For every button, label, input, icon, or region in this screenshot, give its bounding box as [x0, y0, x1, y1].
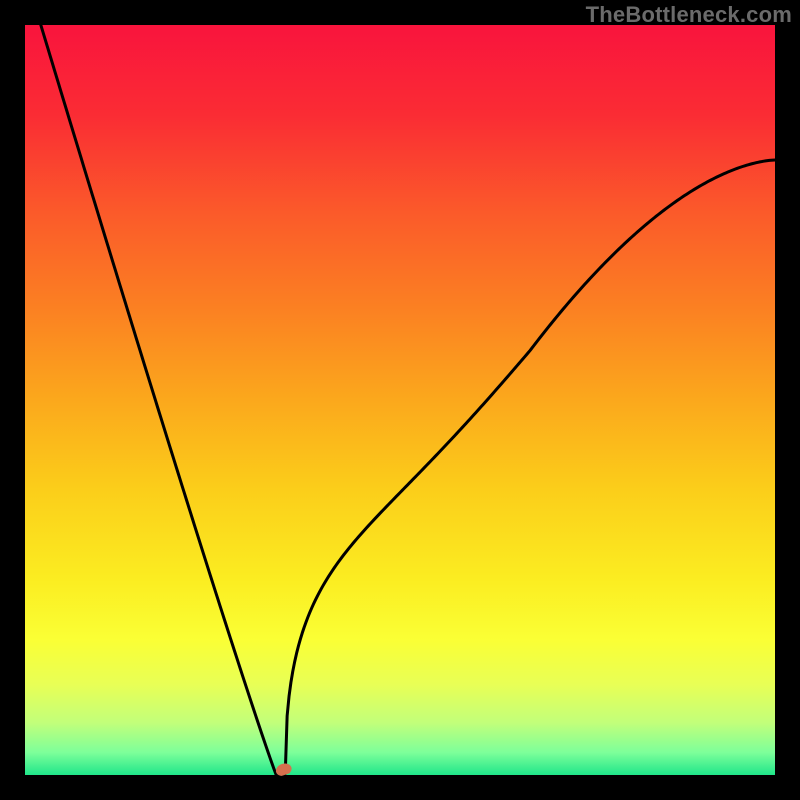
watermark-text: TheBottleneck.com	[586, 2, 792, 28]
bottleneck-chart	[0, 0, 800, 800]
chart-container: { "watermark": { "text": "TheBottleneck.…	[0, 0, 800, 800]
